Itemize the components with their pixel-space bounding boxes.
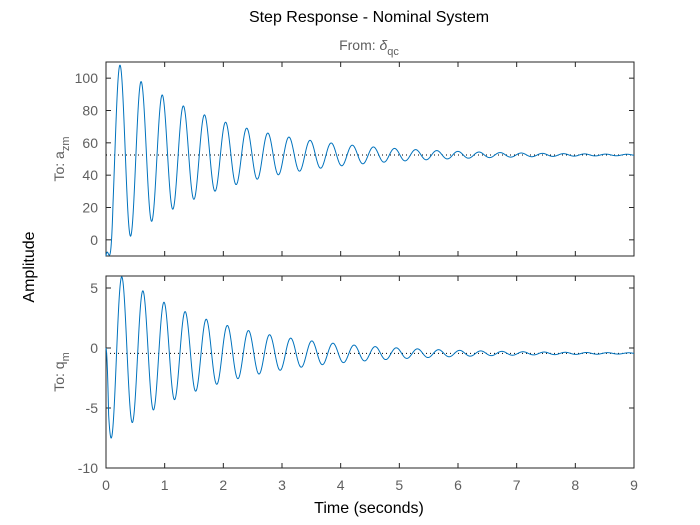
x-axis-label: Time (seconds) bbox=[314, 500, 424, 517]
y-tick-label: 20 bbox=[82, 200, 98, 216]
x-tick-label: 8 bbox=[571, 477, 579, 493]
y-tick-label: 100 bbox=[75, 70, 99, 86]
x-tick-label: 9 bbox=[630, 477, 638, 493]
response-line-a_zm bbox=[105, 64, 635, 257]
y-tick-label: 80 bbox=[82, 103, 98, 119]
chart-title: Step Response - Nominal System bbox=[249, 9, 489, 26]
x-tick-label: 1 bbox=[161, 477, 169, 493]
output-label-prefix: To: q bbox=[51, 361, 67, 391]
output-label-prefix: To: a bbox=[51, 151, 67, 182]
panel-a-zm: 0 20 40 60 80 100 To: azm bbox=[51, 61, 635, 257]
response-line-q_m bbox=[105, 276, 635, 439]
y-tick-label: -5 bbox=[86, 400, 99, 416]
input-label: From: δqc bbox=[339, 37, 399, 58]
axes-box-q_m bbox=[105, 275, 635, 469]
axes-box-a_zm bbox=[105, 61, 635, 257]
panel-q-m: -10 -5 0 5 To: qm bbox=[51, 275, 635, 476]
y-tick-label: 5 bbox=[90, 280, 98, 296]
input-label-symbol: δ bbox=[380, 37, 388, 53]
output-label-subscript: m bbox=[60, 352, 72, 361]
x-axis-ticks: 0 1 2 3 4 5 6 7 8 9 bbox=[102, 477, 638, 493]
y-tick-label: 40 bbox=[82, 167, 98, 183]
x-tick-label: 0 bbox=[102, 477, 110, 493]
y-tick-label: 60 bbox=[82, 135, 98, 151]
y-tick-label: 0 bbox=[90, 340, 98, 356]
output-label-subscript: zm bbox=[60, 136, 72, 151]
input-label-subscript: qc bbox=[387, 46, 399, 58]
x-tick-label: 5 bbox=[395, 477, 403, 493]
x-tick-label: 7 bbox=[513, 477, 521, 493]
x-tick-label: 4 bbox=[337, 477, 345, 493]
x-tick-label: 3 bbox=[278, 477, 286, 493]
y-tick-label: 0 bbox=[90, 232, 98, 248]
y-axis-label: Amplitude bbox=[21, 231, 38, 302]
x-tick-label: 2 bbox=[219, 477, 227, 493]
y-tick-label: -10 bbox=[78, 460, 98, 476]
output-label-q_m: To: qm bbox=[51, 352, 72, 392]
x-tick-label: 6 bbox=[454, 477, 462, 493]
input-label-prefix: From: bbox=[339, 37, 379, 53]
output-label-a_zm: To: azm bbox=[51, 136, 72, 181]
